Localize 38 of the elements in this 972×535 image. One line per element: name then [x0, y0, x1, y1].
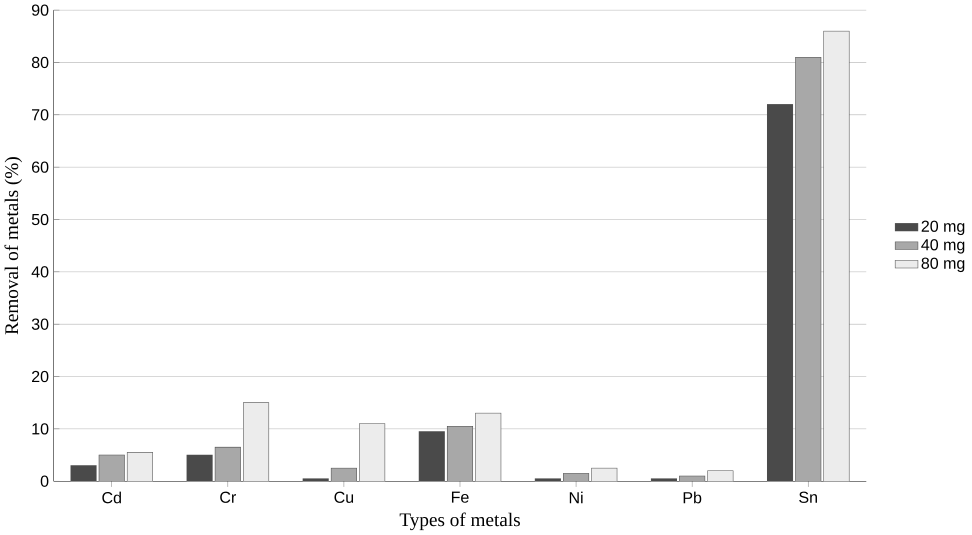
bar — [330, 468, 357, 482]
y-tick-label: 20 — [32, 371, 48, 382]
y-tick-label: 70 — [32, 109, 48, 121]
y-tick-label: 30 — [32, 318, 48, 330]
bar — [823, 30, 850, 482]
bar — [70, 465, 97, 482]
bar — [708, 470, 734, 482]
y-tick-label: 0 — [40, 476, 48, 488]
x-tick-label: Cu — [334, 492, 354, 504]
y-tick-label: 40 — [32, 266, 48, 278]
y-tick-label: 80 — [32, 56, 48, 68]
bar — [563, 473, 590, 482]
bar — [592, 468, 618, 482]
x-axis-title: Types of metals — [400, 512, 520, 530]
legend-label: 20 mg — [922, 220, 964, 236]
x-tick-label: Cd — [102, 492, 121, 504]
bar — [679, 476, 706, 482]
y-tick-label: 10 — [32, 423, 48, 435]
y-tick-label: 90 — [32, 4, 48, 16]
bar — [475, 413, 502, 482]
bar — [243, 402, 270, 482]
x-tick-label: Ni — [570, 492, 583, 504]
bar — [126, 452, 153, 482]
y-tick-label: 60 — [32, 162, 48, 173]
x-tick-label: Sn — [799, 492, 817, 504]
legend-label: 80 mg — [922, 258, 964, 272]
bar — [766, 104, 794, 482]
x-tick-label: Pb — [684, 492, 702, 504]
x-tick-label: Cr — [220, 492, 236, 504]
bar — [359, 424, 386, 482]
legend-label: 40 mg — [921, 239, 964, 254]
x-tick-label: Fe — [452, 492, 469, 503]
y-axis-title: Removal of metals (%) — [4, 157, 22, 335]
bar — [214, 447, 241, 482]
bar — [418, 431, 445, 482]
bar — [98, 454, 125, 482]
bar — [186, 454, 213, 482]
y-tick-label: 50 — [32, 214, 48, 226]
